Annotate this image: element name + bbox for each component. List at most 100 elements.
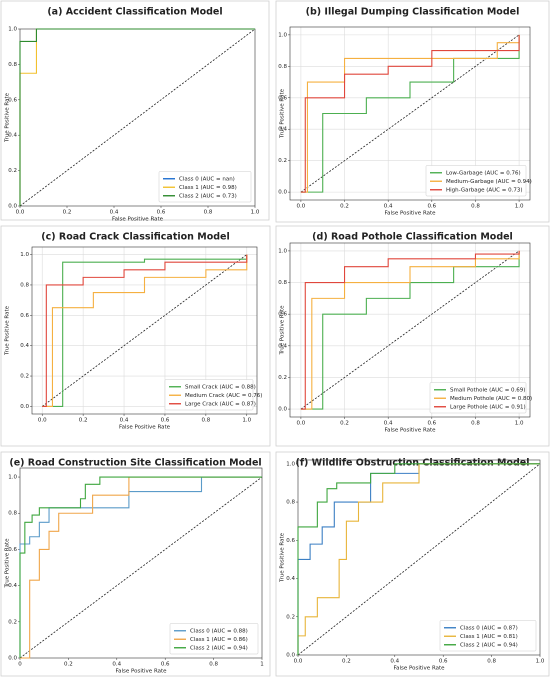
y-tick-label: 1.0 [20,252,29,258]
roc-curve [300,250,520,410]
y-tick-label: 1.0 [278,32,287,38]
chart-title: (e) Road Construction Site Classificatio… [9,458,261,469]
x-axis-label: False Positive Rate [393,666,445,672]
chart-title: (b) Illegal Dumping Classification Model [306,7,520,18]
x-tick-label: 0.6 [427,204,436,210]
x-tick-label: 0.6 [439,659,448,665]
chance-diagonal [297,463,541,656]
x-axis-label: False Positive Rate [119,425,171,431]
legend-label: Class 2 (AUC = 0.94) [190,645,248,651]
y-tick-label: 0.2 [20,374,29,380]
x-tick-label: 0.2 [63,210,72,216]
x-tick-label: 0.8 [471,421,480,427]
x-tick-label: 0.8 [471,204,480,210]
y-tick-label: 1.0 [278,248,287,254]
x-tick-label: 0.4 [384,204,393,210]
y-tick-label: 0.0 [8,656,17,662]
y-axis-label: True Positive Rate [5,92,11,143]
x-tick-label: 0.6 [427,421,436,427]
x-tick-label: 0.6 [157,210,166,216]
y-axis-label: True Positive Rate [5,538,11,589]
x-tick-label: 0.4 [112,662,121,668]
legend-label: Low-Garbage (AUC = 0.76) [446,170,521,176]
y-tick-label: 0.0 [8,204,17,210]
roc-curve [19,476,262,658]
x-tick-label: 0.0 [38,418,47,424]
x-tick-label: 0.8 [487,659,496,665]
roc-curve [300,34,520,193]
legend-label: High-Garbage (AUC = 0.73) [446,187,522,193]
plot-border [31,246,258,415]
x-axis-label: False Positive Rate [112,217,164,223]
y-tick-label: 1.0 [8,475,17,481]
y-tick-label: 0.4 [286,576,295,582]
legend-label: Medium-Garbage (AUC = 0.94) [446,179,532,185]
x-tick-label: 0.8 [201,418,210,424]
legend-label: Large Pothole (AUC = 0.91) [450,404,526,410]
y-axis-label: True Positive Rate [5,305,11,356]
plot-border [289,26,531,201]
y-tick-label: 0.4 [278,343,287,349]
y-tick-label: 0.4 [20,343,29,349]
x-tick-label: 1 [260,662,264,668]
chance-diagonal [19,476,263,659]
x-tick-label: 0.4 [120,418,129,424]
legend-label: Small Pothole (AUC = 0.69) [450,387,525,393]
legend-label: Medium Crack (AUC = 0.76) [185,393,262,399]
y-axis-label: True Positive Rate [280,305,286,356]
y-tick-label: 0.0 [278,407,287,413]
roc-curve [19,28,255,206]
x-tick-label: 0.8 [209,662,218,668]
chart-title: (c) Road Crack Classification Model [41,232,229,243]
legend-label: Class 2 (AUC = 0.73) [179,193,237,199]
y-tick-label: 0.6 [286,538,295,544]
chance-diagonal [41,254,248,407]
chart-title: (a) Accident Classification Model [47,7,222,18]
x-tick-label: 0 [18,662,22,668]
roc-curve [42,254,248,407]
x-tick-label: 1.0 [515,421,524,427]
legend-label: Medium Pothole (AUC = 0.80) [450,396,532,402]
y-tick-label: 0.4 [8,133,17,139]
y-tick-label: 0.2 [8,168,17,174]
x-tick-label: 0.6 [161,418,170,424]
y-tick-label: 0.0 [286,653,295,659]
y-tick-label: 0.8 [20,282,29,288]
roc-curve [297,463,540,655]
legend-box [164,379,254,411]
legend-label: Class 2 (AUC = 0.94) [460,642,518,648]
legend-box [169,623,259,655]
chart-title: (d) Road Pothole Classification Model [312,232,513,243]
legend-label: Class 0 (AUC = nan) [179,176,235,182]
chance-diagonal [300,250,520,410]
y-tick-label: 0.6 [8,97,17,103]
x-tick-label: 1.0 [251,210,260,216]
x-tick-label: 0.2 [342,659,351,665]
roc-curve [20,476,262,659]
y-tick-label: 0.2 [286,614,295,620]
x-tick-label: 0.2 [64,662,73,668]
y-tick-label: 0.2 [8,619,17,625]
y-tick-label: 0.0 [20,404,29,410]
legend-box [425,165,527,197]
legend-label: Small Crack (AUC = 0.88) [185,384,256,390]
x-axis-label: False Positive Rate [384,211,436,217]
y-tick-label: 0.6 [278,312,287,318]
y-tick-label: 0.6 [20,313,29,319]
y-tick-label: 0.8 [8,62,17,68]
roc-curve [300,250,520,410]
legend-label: Class 1 (AUC = 0.86) [190,637,248,643]
x-tick-label: 0.4 [390,659,399,665]
x-tick-label: 0.0 [297,204,306,210]
x-tick-label: 0.2 [340,204,349,210]
y-tick-label: 0.0 [278,190,287,196]
legend-box [429,382,527,414]
plot-border [289,242,531,418]
roc-curve [300,34,520,193]
x-tick-label: 0.2 [340,421,349,427]
y-tick-label: 0.2 [278,158,287,164]
y-tick-label: 0.8 [278,64,287,70]
x-tick-label: 0.4 [110,210,119,216]
roc-curve [19,476,262,658]
